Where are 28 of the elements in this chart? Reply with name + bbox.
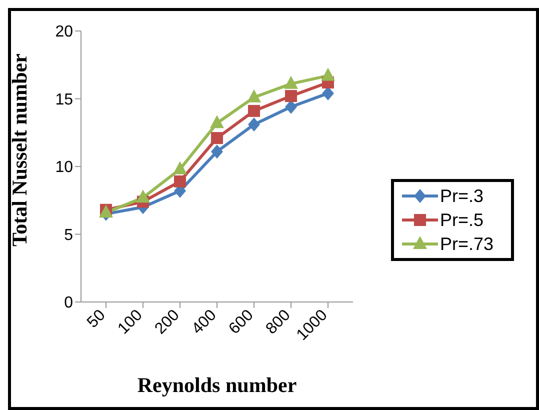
x-tick-label: 600 [226,306,257,338]
point [210,115,224,128]
x-tick-label: 50 [84,306,109,332]
point [136,190,150,203]
x-tick-label: 400 [188,306,220,338]
y-axis-title: Total Nusselt number [7,54,32,246]
y-tick-label: 0 [64,294,74,312]
y-tick-label: 10 [55,159,74,176]
x-tick-label: 800 [262,306,294,338]
y-tick-label: 20 [55,24,74,41]
y-tick-label: 15 [55,91,74,108]
point [173,161,187,174]
x-tick-label: 100 [114,306,146,338]
point [321,68,335,81]
point [211,132,223,144]
point [248,104,260,117]
legend-label: Pr=.73 [440,234,494,254]
point [247,89,261,102]
y-tick-label: 5 [64,226,74,244]
point [284,76,298,89]
point [285,90,297,102]
x-axis-title: Reynolds number [137,373,297,397]
point [211,144,223,159]
x-tick-label: 200 [152,306,183,338]
legend-label: Pr=.5 [440,210,484,230]
point [174,175,186,188]
point [248,117,260,132]
legend-label: Pr=.3 [440,186,484,206]
